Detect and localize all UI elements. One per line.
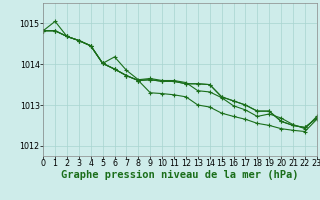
X-axis label: Graphe pression niveau de la mer (hPa): Graphe pression niveau de la mer (hPa)	[61, 170, 299, 180]
